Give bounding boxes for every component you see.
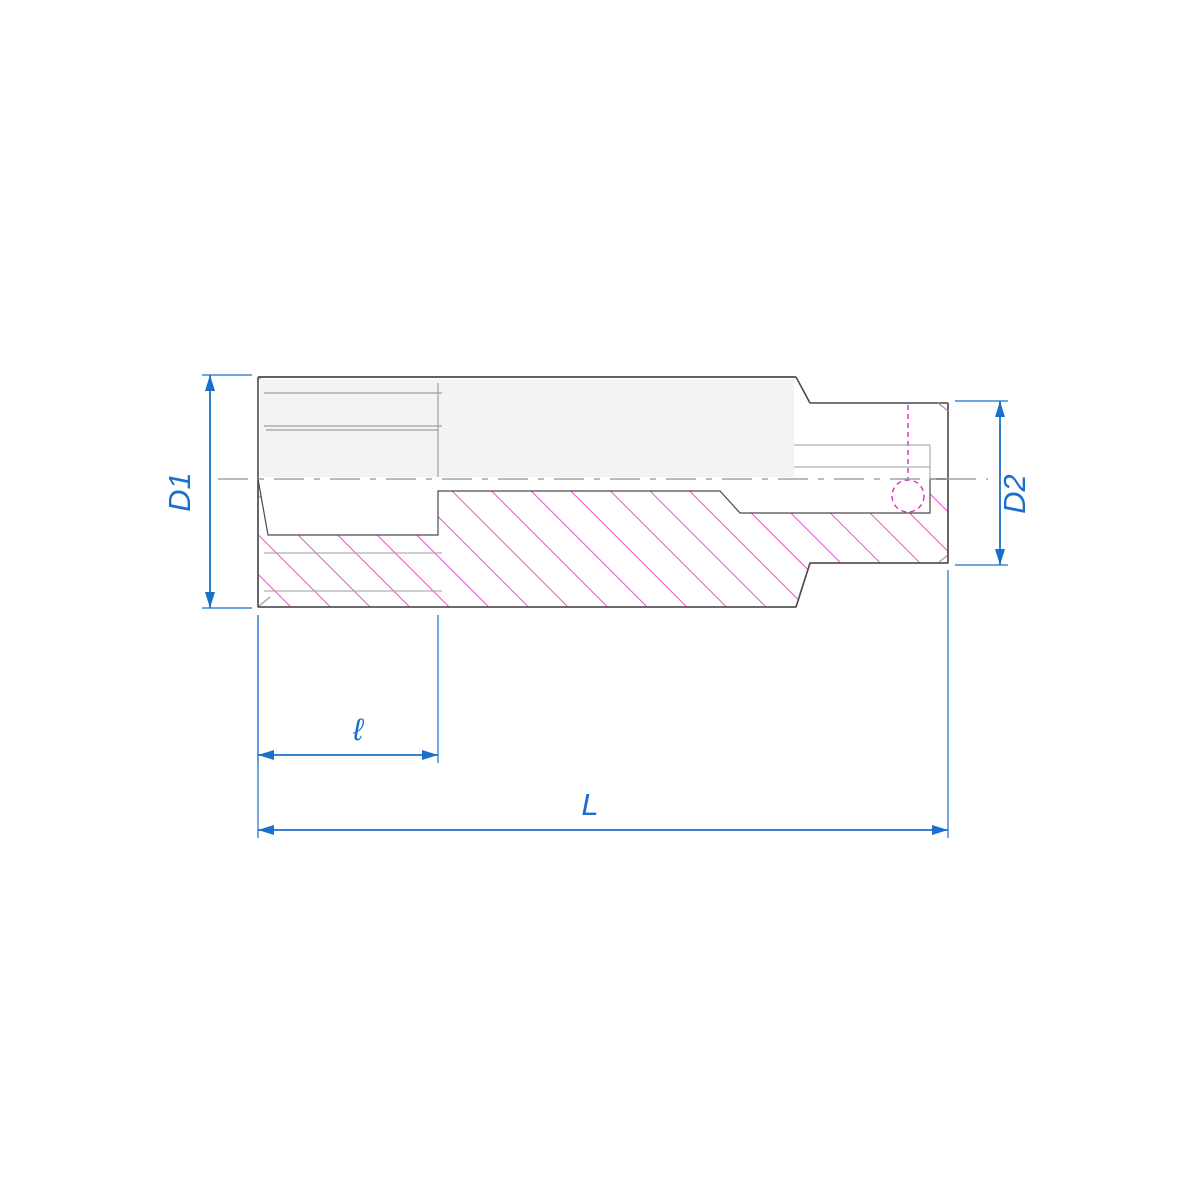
- label-l-large: L: [581, 787, 598, 822]
- technical-drawing: D1 D2 ℓ L: [0, 0, 1200, 1200]
- label-d1: D1: [162, 472, 197, 512]
- label-l-small: ℓ: [352, 712, 365, 747]
- label-d2: D2: [997, 474, 1032, 514]
